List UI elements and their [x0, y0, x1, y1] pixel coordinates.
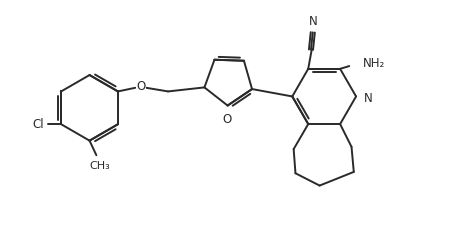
Text: Cl: Cl — [32, 118, 44, 131]
Text: N: N — [364, 92, 373, 105]
Text: N: N — [309, 15, 318, 28]
Text: NH₂: NH₂ — [363, 57, 385, 70]
Text: O: O — [222, 113, 231, 126]
Text: O: O — [136, 80, 145, 93]
Text: CH₃: CH₃ — [89, 161, 110, 171]
